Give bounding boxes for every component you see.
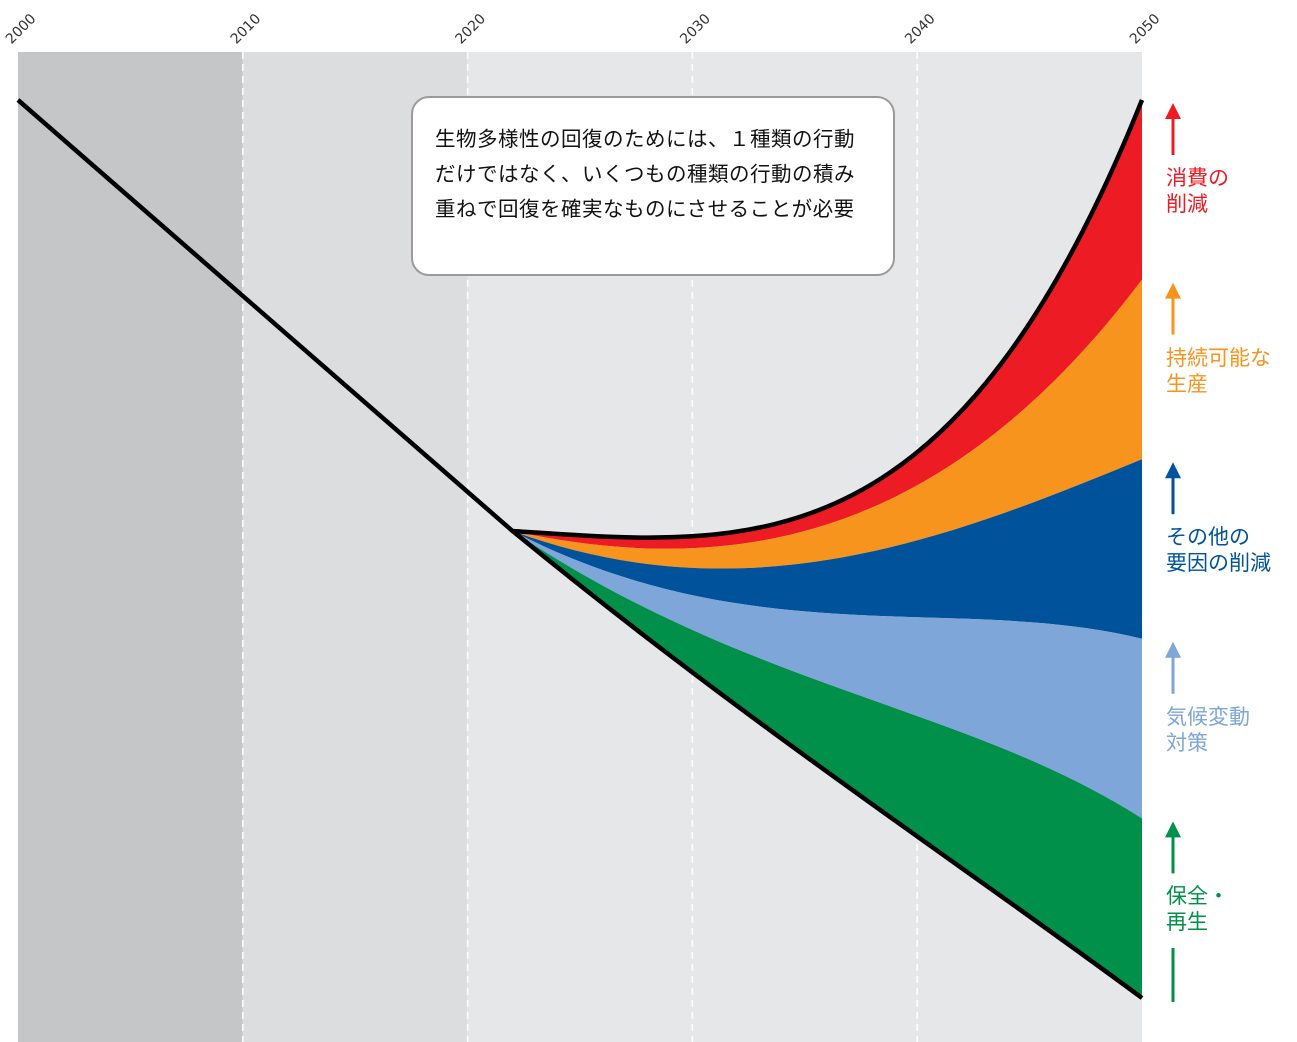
- trend-line-upper: [16, 98, 1145, 540]
- tick-label-2020: 2020: [453, 11, 490, 48]
- tick-label-2040: 2040: [902, 11, 939, 48]
- area-series-3: [512, 531, 1142, 819]
- series-label-3: 気候変動 対策: [1166, 704, 1250, 755]
- series-label-0: 消費の 削減: [1166, 166, 1229, 216]
- area-series-1: [512, 279, 1142, 569]
- arrow-head-1: [1165, 282, 1181, 299]
- tick-label-2050: 2050: [1127, 11, 1164, 48]
- arrow-head-0: [1165, 103, 1181, 119]
- area-series-4: [512, 531, 1142, 998]
- series-label-1: 持続可能な 生産: [1166, 345, 1271, 396]
- scenario-areas: [512, 100, 1142, 998]
- arrow-head-4: [1165, 821, 1181, 838]
- trend-outline: [16, 98, 1145, 1000]
- background-band-0: [18, 52, 243, 1042]
- tick-label-2000: 2000: [3, 11, 40, 48]
- tick-label-2030: 2030: [677, 11, 714, 48]
- area-series-0: [512, 100, 1142, 549]
- callout-text: 生物多様性の回復のためには、１種類の行動だけではなく、いくつもの種類の行動の積み…: [435, 127, 855, 221]
- series-label-4: 保全・ 再生: [1166, 884, 1229, 935]
- arrow-head-3: [1165, 641, 1181, 658]
- series-label-2: その他の 要因の削減: [1166, 525, 1271, 576]
- year-tick-labels: 2000 2010 2020 2030 2040 2050: [3, 11, 1164, 48]
- area-series-2: [512, 459, 1142, 639]
- tick-label-2010: 2010: [228, 11, 265, 48]
- arrow-head-2: [1165, 462, 1181, 479]
- callout-box: 生物多様性の回復のためには、１種類の行動だけではなく、いくつもの種類の行動の積み…: [411, 96, 895, 276]
- side-arrows: [1165, 103, 1181, 1002]
- trend-line-lower: [511, 529, 1144, 1000]
